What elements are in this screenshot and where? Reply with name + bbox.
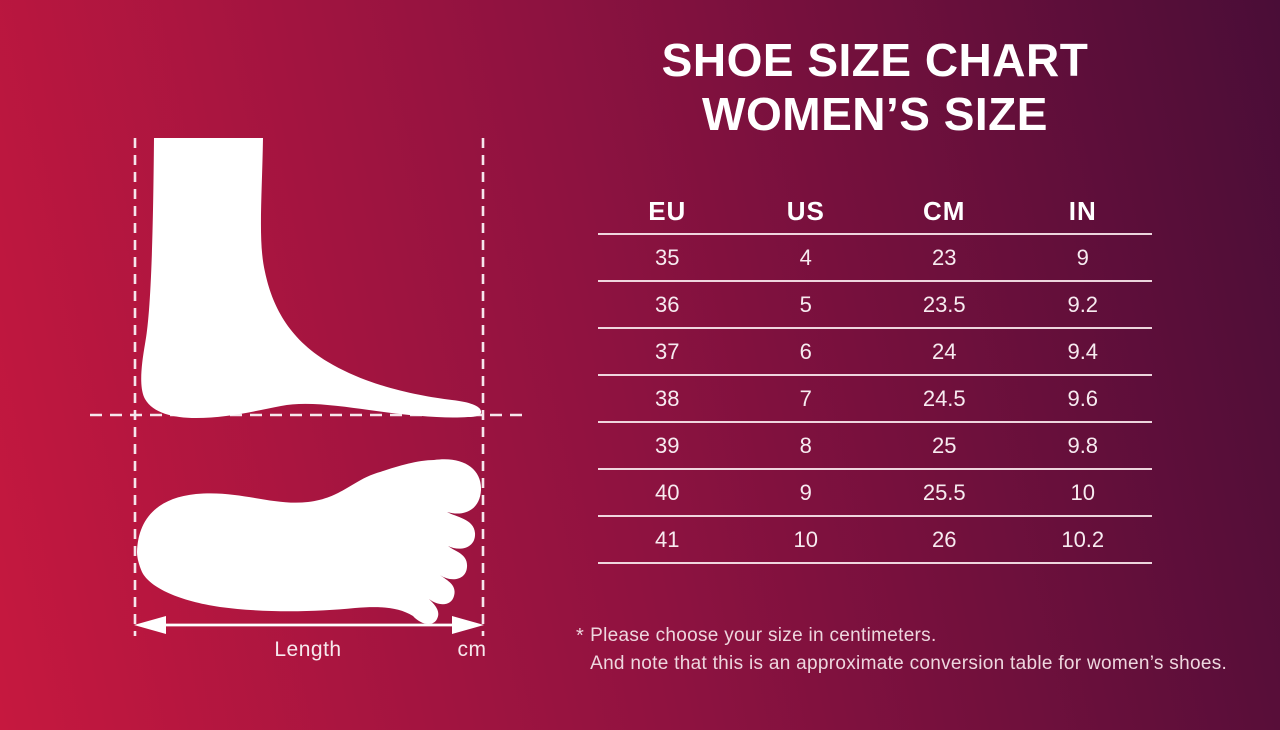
table-header-cell: EU	[648, 196, 687, 226]
table-row: 41 10 26 10.2	[598, 517, 1152, 564]
footnote-text: Please choose your size in centimeters. …	[590, 622, 1227, 678]
table-cell: 10	[1070, 479, 1095, 505]
footprint-silhouette	[137, 459, 482, 625]
footnote-line-2: And note that this is an approximate con…	[590, 653, 1228, 674]
length-arrow-left-head	[134, 616, 166, 634]
table-body: 35 4 23 9 36 5 23.5 9.2 37 6 24 9.4 38 7 24.5 9.6 39 8 25 9…	[598, 235, 1152, 564]
table-cell: 6	[799, 338, 812, 364]
table-cell: 40	[655, 479, 680, 505]
table-cell: 36	[655, 291, 680, 317]
table-cell: 26	[932, 526, 957, 552]
table-row: 40 9 25.5 10	[598, 470, 1152, 517]
table-header-cell: US	[786, 196, 825, 226]
table-cell: 9.8	[1067, 432, 1099, 458]
table-cell: 24	[932, 338, 957, 364]
table-cell: 23	[932, 244, 957, 270]
table-cell: 10.2	[1061, 526, 1105, 552]
unit-label: cm	[458, 638, 487, 661]
table-cell: 39	[655, 432, 680, 458]
table-cell: 10	[793, 526, 818, 552]
table-cell: 8	[799, 432, 812, 458]
table-row: 36 5 23.5 9.2	[598, 282, 1152, 329]
table-row: 38 7 24.5 9.6	[598, 376, 1152, 423]
table-cell: 5	[799, 291, 812, 317]
table-cell: 7	[799, 385, 812, 411]
title-line-1: SHOE SIZE CHART	[661, 34, 1089, 86]
footnote-line-1: Please choose your size in centimeters.	[590, 625, 937, 646]
length-arrow-right-head	[452, 616, 484, 634]
title-line-2: WOMEN’S SIZE	[702, 88, 1048, 140]
footnote: * Please choose your size in centimeters…	[576, 622, 1227, 678]
table-cell: 9.4	[1067, 338, 1099, 364]
table-cell: 24.5	[922, 385, 966, 411]
table-cell: 25.5	[922, 479, 966, 505]
table-cell: 38	[655, 385, 680, 411]
table-row: 35 4 23 9	[598, 235, 1152, 282]
table-row: 39 8 25 9.8	[598, 423, 1152, 470]
table-cell: 35	[655, 244, 680, 270]
table-cell: 9.2	[1067, 291, 1099, 317]
table-cell: 25	[932, 432, 957, 458]
table-cell: 9.6	[1067, 385, 1099, 411]
foot-side-silhouette	[141, 138, 482, 418]
table-row: 37 6 24 9.4	[598, 329, 1152, 376]
table-cell: 9	[799, 479, 812, 505]
table-header-cell: CM	[923, 196, 966, 226]
table-cell: 23.5	[922, 291, 966, 317]
foot-measurement-diagram: Length cm	[90, 138, 525, 661]
table-header-cell: IN	[1068, 196, 1097, 226]
size-table: EU US CM IN 35 4 23 9 36 5 23.5 9.2 37 6 24 9.4 38 7 2…	[598, 190, 1152, 564]
table-cell: 41	[655, 526, 680, 552]
page-title: SHOE SIZE CHART WOMEN’S SIZE	[598, 33, 1152, 141]
table-header-row: EU US CM IN	[598, 190, 1152, 235]
length-label: Length	[274, 638, 341, 661]
table-cell: 37	[655, 338, 680, 364]
table-cell: 9	[1076, 244, 1089, 270]
footnote-marker: *	[576, 625, 585, 647]
table-cell: 4	[799, 244, 812, 270]
